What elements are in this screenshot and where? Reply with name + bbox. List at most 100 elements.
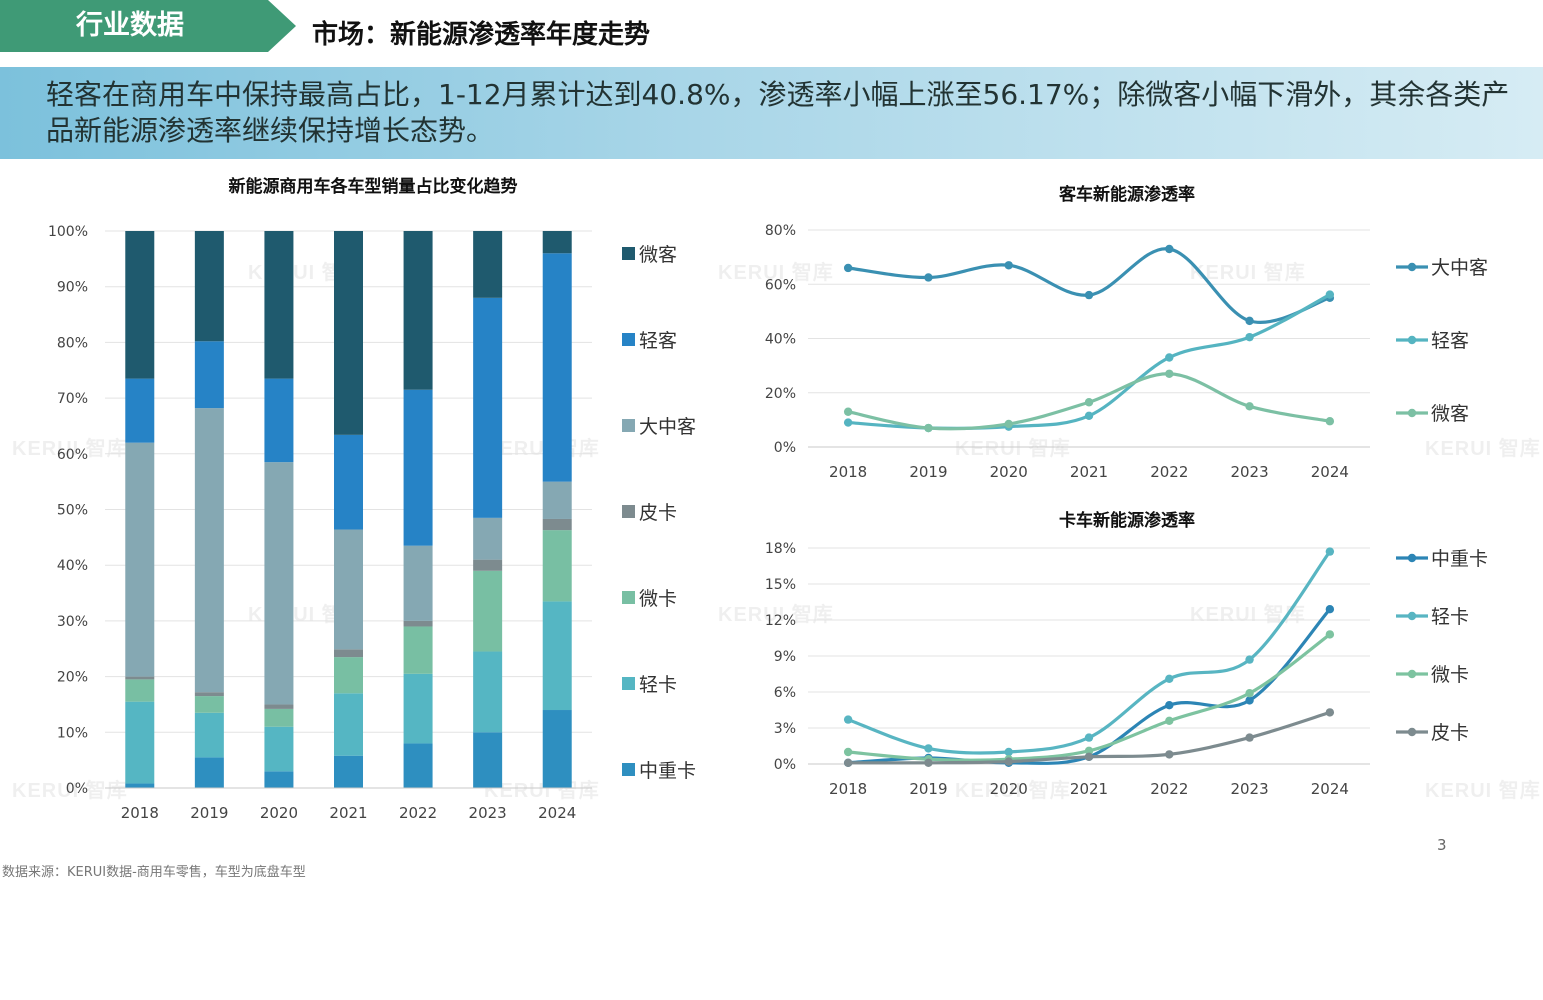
data-point xyxy=(1165,750,1174,759)
legend-label: 大中客 xyxy=(639,416,696,438)
y-tick-label: 40% xyxy=(57,558,88,574)
y-tick-label: 80% xyxy=(57,335,88,351)
legend-label: 微客 xyxy=(1431,403,1469,425)
bar-segment xyxy=(334,529,363,650)
bar-segment xyxy=(473,231,503,298)
data-point xyxy=(1004,419,1013,429)
bar-segment xyxy=(542,253,572,482)
data-point xyxy=(1245,316,1254,326)
data-point xyxy=(1165,701,1174,710)
data-point xyxy=(1245,696,1254,705)
legend-swatch xyxy=(622,247,635,260)
legend-swatch xyxy=(622,333,635,346)
data-point xyxy=(1084,290,1094,300)
data-point xyxy=(1084,411,1094,421)
series-line xyxy=(846,247,1332,324)
legend-label: 大中客 xyxy=(1431,257,1488,279)
data-point xyxy=(1245,733,1254,742)
bar-segment xyxy=(194,757,224,788)
bar-segment xyxy=(403,545,433,621)
bar-segment xyxy=(125,442,155,677)
legend-marker xyxy=(1407,611,1417,621)
bar-segment xyxy=(194,692,224,697)
bar-segment xyxy=(194,712,224,758)
bar-segment xyxy=(125,378,155,443)
y-tick-label: 6% xyxy=(774,685,796,701)
legend-marker xyxy=(1407,262,1417,272)
data-point xyxy=(1165,369,1174,378)
data-point xyxy=(1245,332,1254,342)
bar-segment xyxy=(403,620,433,627)
data-point xyxy=(1165,674,1174,683)
bar-segment xyxy=(264,704,294,709)
x-tick-label: 2020 xyxy=(990,463,1028,481)
data-point xyxy=(1084,746,1094,755)
legend-marker xyxy=(1407,408,1417,418)
bar-segment xyxy=(125,783,155,788)
data-point xyxy=(843,263,853,273)
y-tick-label: 0% xyxy=(774,440,796,456)
legend-swatch xyxy=(622,505,635,518)
bar-segment xyxy=(264,771,294,788)
y-tick-label: 9% xyxy=(774,649,796,665)
y-tick-label: 80% xyxy=(765,223,796,239)
y-tick-label: 90% xyxy=(57,280,88,296)
y-tick-label: 12% xyxy=(765,613,796,629)
legend-marker xyxy=(1407,669,1417,679)
bar-segment xyxy=(334,755,363,788)
legend-swatch xyxy=(622,677,635,690)
data-point xyxy=(1325,547,1335,556)
y-tick-label: 60% xyxy=(57,447,88,463)
data-point xyxy=(1325,605,1335,614)
legend-label: 微卡 xyxy=(639,588,677,610)
page-title: 市场：新能源渗透率年度走势 xyxy=(312,20,651,50)
legend-label: 轻卡 xyxy=(1431,606,1469,628)
x-tick-label: 2024 xyxy=(1311,780,1349,798)
chart-title: 卡车新能源渗透率 xyxy=(1059,510,1195,531)
bar-segment xyxy=(542,518,572,531)
bar-segment xyxy=(125,231,155,379)
y-tick-label: 3% xyxy=(774,721,796,737)
y-tick-label: 0% xyxy=(774,757,796,773)
legend-label: 中重卡 xyxy=(639,760,696,782)
data-point xyxy=(924,744,933,753)
data-point xyxy=(1004,757,1013,766)
data-point xyxy=(1325,417,1335,426)
x-tick-label: 2018 xyxy=(829,780,867,798)
section-tag: 行业数据 xyxy=(0,0,296,52)
bus-penetration-chart: 客车新能源渗透率 0% 20% 40% 60% 80% 2018 2019 2020 2021 20… xyxy=(765,184,1488,481)
x-tick-label: 2022 xyxy=(1150,780,1188,798)
y-tick-label: 60% xyxy=(765,277,796,293)
data-point xyxy=(1245,689,1254,698)
bar-segment xyxy=(264,231,294,379)
x-tick-label: 2024 xyxy=(1311,463,1349,481)
bar-segment xyxy=(264,462,294,705)
stacked-bar-chart: 新能源商用车各车型销量占比变化趋势 0% 10% 20% 30% 40% 50% 60% 70%… xyxy=(48,176,696,822)
bar-segment xyxy=(473,570,503,652)
legend-label: 皮卡 xyxy=(1431,722,1469,744)
bar-segment xyxy=(194,696,224,713)
data-point xyxy=(924,273,933,282)
data-point xyxy=(1325,290,1335,299)
chart-title: 客车新能源渗透率 xyxy=(1058,184,1195,205)
bar-segment xyxy=(473,559,503,571)
data-point xyxy=(843,407,853,416)
footer-source: 数据来源：KERUI数据-商用车零售，车型为底盘车型 xyxy=(2,865,306,880)
y-tick-label: 50% xyxy=(57,503,88,519)
legend-marker xyxy=(1407,335,1417,345)
data-point xyxy=(1165,353,1174,362)
data-point xyxy=(1325,630,1335,639)
x-tick-label: 2019 xyxy=(909,463,947,481)
y-tick-label: 20% xyxy=(765,386,796,402)
bar-segment xyxy=(125,701,155,784)
legend-label: 微客 xyxy=(639,244,677,266)
bar-segment xyxy=(334,434,363,530)
bar-segment xyxy=(542,601,572,711)
bar-segment xyxy=(264,708,294,727)
bar-segment xyxy=(403,743,433,788)
bar-segment xyxy=(542,530,572,602)
y-tick-label: 10% xyxy=(57,725,88,741)
x-tick-label: 2020 xyxy=(990,780,1028,798)
y-tick-label: 20% xyxy=(57,670,88,686)
data-point xyxy=(1245,402,1254,411)
